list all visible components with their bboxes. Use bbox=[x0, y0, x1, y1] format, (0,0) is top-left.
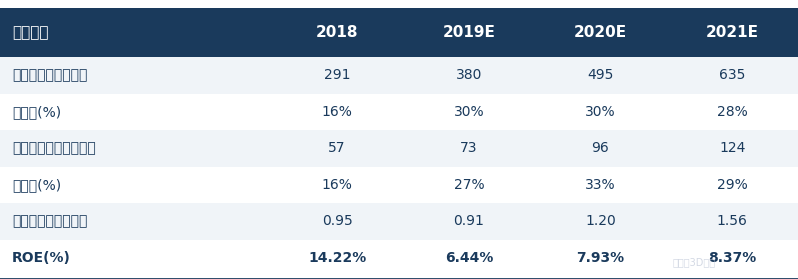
Text: 73: 73 bbox=[460, 141, 477, 155]
Text: 0.95: 0.95 bbox=[322, 215, 353, 229]
Text: 495: 495 bbox=[587, 68, 614, 83]
Bar bbox=[0, 167, 798, 203]
Text: 7.93%: 7.93% bbox=[576, 251, 625, 265]
Bar bbox=[271, 8, 403, 57]
Text: 635: 635 bbox=[719, 68, 745, 83]
Text: 96: 96 bbox=[591, 141, 610, 155]
Text: 1.56: 1.56 bbox=[717, 215, 748, 229]
Text: 8.37%: 8.37% bbox=[708, 251, 757, 265]
Text: 30%: 30% bbox=[453, 105, 484, 119]
Text: 291: 291 bbox=[324, 68, 350, 83]
Text: 29%: 29% bbox=[717, 178, 748, 192]
Text: 2019E: 2019E bbox=[442, 25, 496, 40]
Text: 1.20: 1.20 bbox=[585, 215, 616, 229]
Text: 16%: 16% bbox=[322, 105, 353, 119]
Text: 增长率(%): 增长率(%) bbox=[12, 105, 61, 119]
Text: 增长率(%): 增长率(%) bbox=[12, 178, 61, 192]
Text: 14.22%: 14.22% bbox=[308, 251, 366, 265]
Bar bbox=[0, 8, 271, 57]
Text: 南极熊3D打印: 南极熊3D打印 bbox=[673, 257, 716, 267]
Text: 6.44%: 6.44% bbox=[444, 251, 493, 265]
Bar bbox=[666, 8, 798, 57]
Text: 2018: 2018 bbox=[316, 25, 358, 40]
Text: ROE(%): ROE(%) bbox=[12, 251, 71, 265]
Bar bbox=[0, 94, 798, 130]
Text: 380: 380 bbox=[456, 68, 482, 83]
Text: 33%: 33% bbox=[585, 178, 616, 192]
Bar bbox=[0, 130, 798, 167]
Text: 16%: 16% bbox=[322, 178, 353, 192]
Text: 30%: 30% bbox=[585, 105, 616, 119]
Bar bbox=[0, 240, 798, 276]
Text: 124: 124 bbox=[719, 141, 745, 155]
Bar bbox=[0, 203, 798, 240]
Text: 归母净利润（百万元）: 归母净利润（百万元） bbox=[12, 141, 96, 155]
Bar bbox=[0, 57, 798, 94]
Bar bbox=[535, 8, 666, 57]
Text: 27%: 27% bbox=[453, 178, 484, 192]
Bar bbox=[403, 8, 535, 57]
Text: 0.91: 0.91 bbox=[453, 215, 484, 229]
Text: 57: 57 bbox=[329, 141, 346, 155]
Text: 预测指标: 预测指标 bbox=[12, 25, 49, 40]
Text: 摊薄每股收益（元）: 摊薄每股收益（元） bbox=[12, 215, 87, 229]
Text: 2020E: 2020E bbox=[574, 25, 627, 40]
Text: 2021E: 2021E bbox=[705, 25, 759, 40]
Text: 主营收入（百万元）: 主营收入（百万元） bbox=[12, 68, 87, 83]
Text: 28%: 28% bbox=[717, 105, 748, 119]
